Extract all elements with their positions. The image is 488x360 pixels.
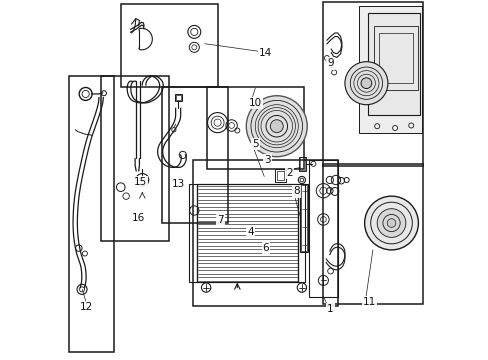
Bar xyxy=(299,184,308,252)
Bar xyxy=(101,76,169,241)
Bar xyxy=(174,94,182,101)
Bar xyxy=(175,95,180,100)
Text: 4: 4 xyxy=(247,227,253,237)
Text: 6: 6 xyxy=(262,243,269,253)
Bar xyxy=(274,169,285,182)
Text: 7: 7 xyxy=(216,215,223,225)
Text: 8: 8 xyxy=(293,186,300,197)
Text: 12: 12 xyxy=(79,302,92,312)
Circle shape xyxy=(270,120,283,133)
Text: 1: 1 xyxy=(326,304,333,314)
Text: 9: 9 xyxy=(326,58,333,68)
Bar xyxy=(359,6,421,134)
Text: 11: 11 xyxy=(362,297,375,307)
Bar xyxy=(121,4,217,87)
Bar xyxy=(323,3,422,166)
Bar xyxy=(197,184,298,282)
Bar xyxy=(373,26,418,90)
Text: 10: 10 xyxy=(248,98,261,108)
Bar xyxy=(192,160,337,306)
Text: 14: 14 xyxy=(258,48,271,58)
Bar xyxy=(162,87,228,223)
Circle shape xyxy=(344,62,387,105)
Bar xyxy=(189,184,197,282)
Circle shape xyxy=(364,196,418,250)
Bar xyxy=(308,160,337,297)
Circle shape xyxy=(360,78,371,89)
Text: 2: 2 xyxy=(285,168,292,178)
Text: 16: 16 xyxy=(132,213,145,222)
Circle shape xyxy=(386,219,395,227)
Text: 5: 5 xyxy=(251,139,258,149)
Bar xyxy=(298,184,304,282)
Bar xyxy=(276,171,284,180)
Text: 13: 13 xyxy=(172,179,185,189)
Circle shape xyxy=(376,209,405,237)
Bar xyxy=(69,76,113,352)
Bar xyxy=(206,87,303,169)
Text: 15: 15 xyxy=(134,177,147,187)
Bar xyxy=(323,164,422,304)
Bar xyxy=(299,157,305,170)
Bar xyxy=(298,157,305,171)
Bar xyxy=(367,13,419,116)
Text: 3: 3 xyxy=(264,155,270,165)
Bar xyxy=(378,33,412,83)
Bar xyxy=(300,185,306,251)
Circle shape xyxy=(246,96,306,157)
